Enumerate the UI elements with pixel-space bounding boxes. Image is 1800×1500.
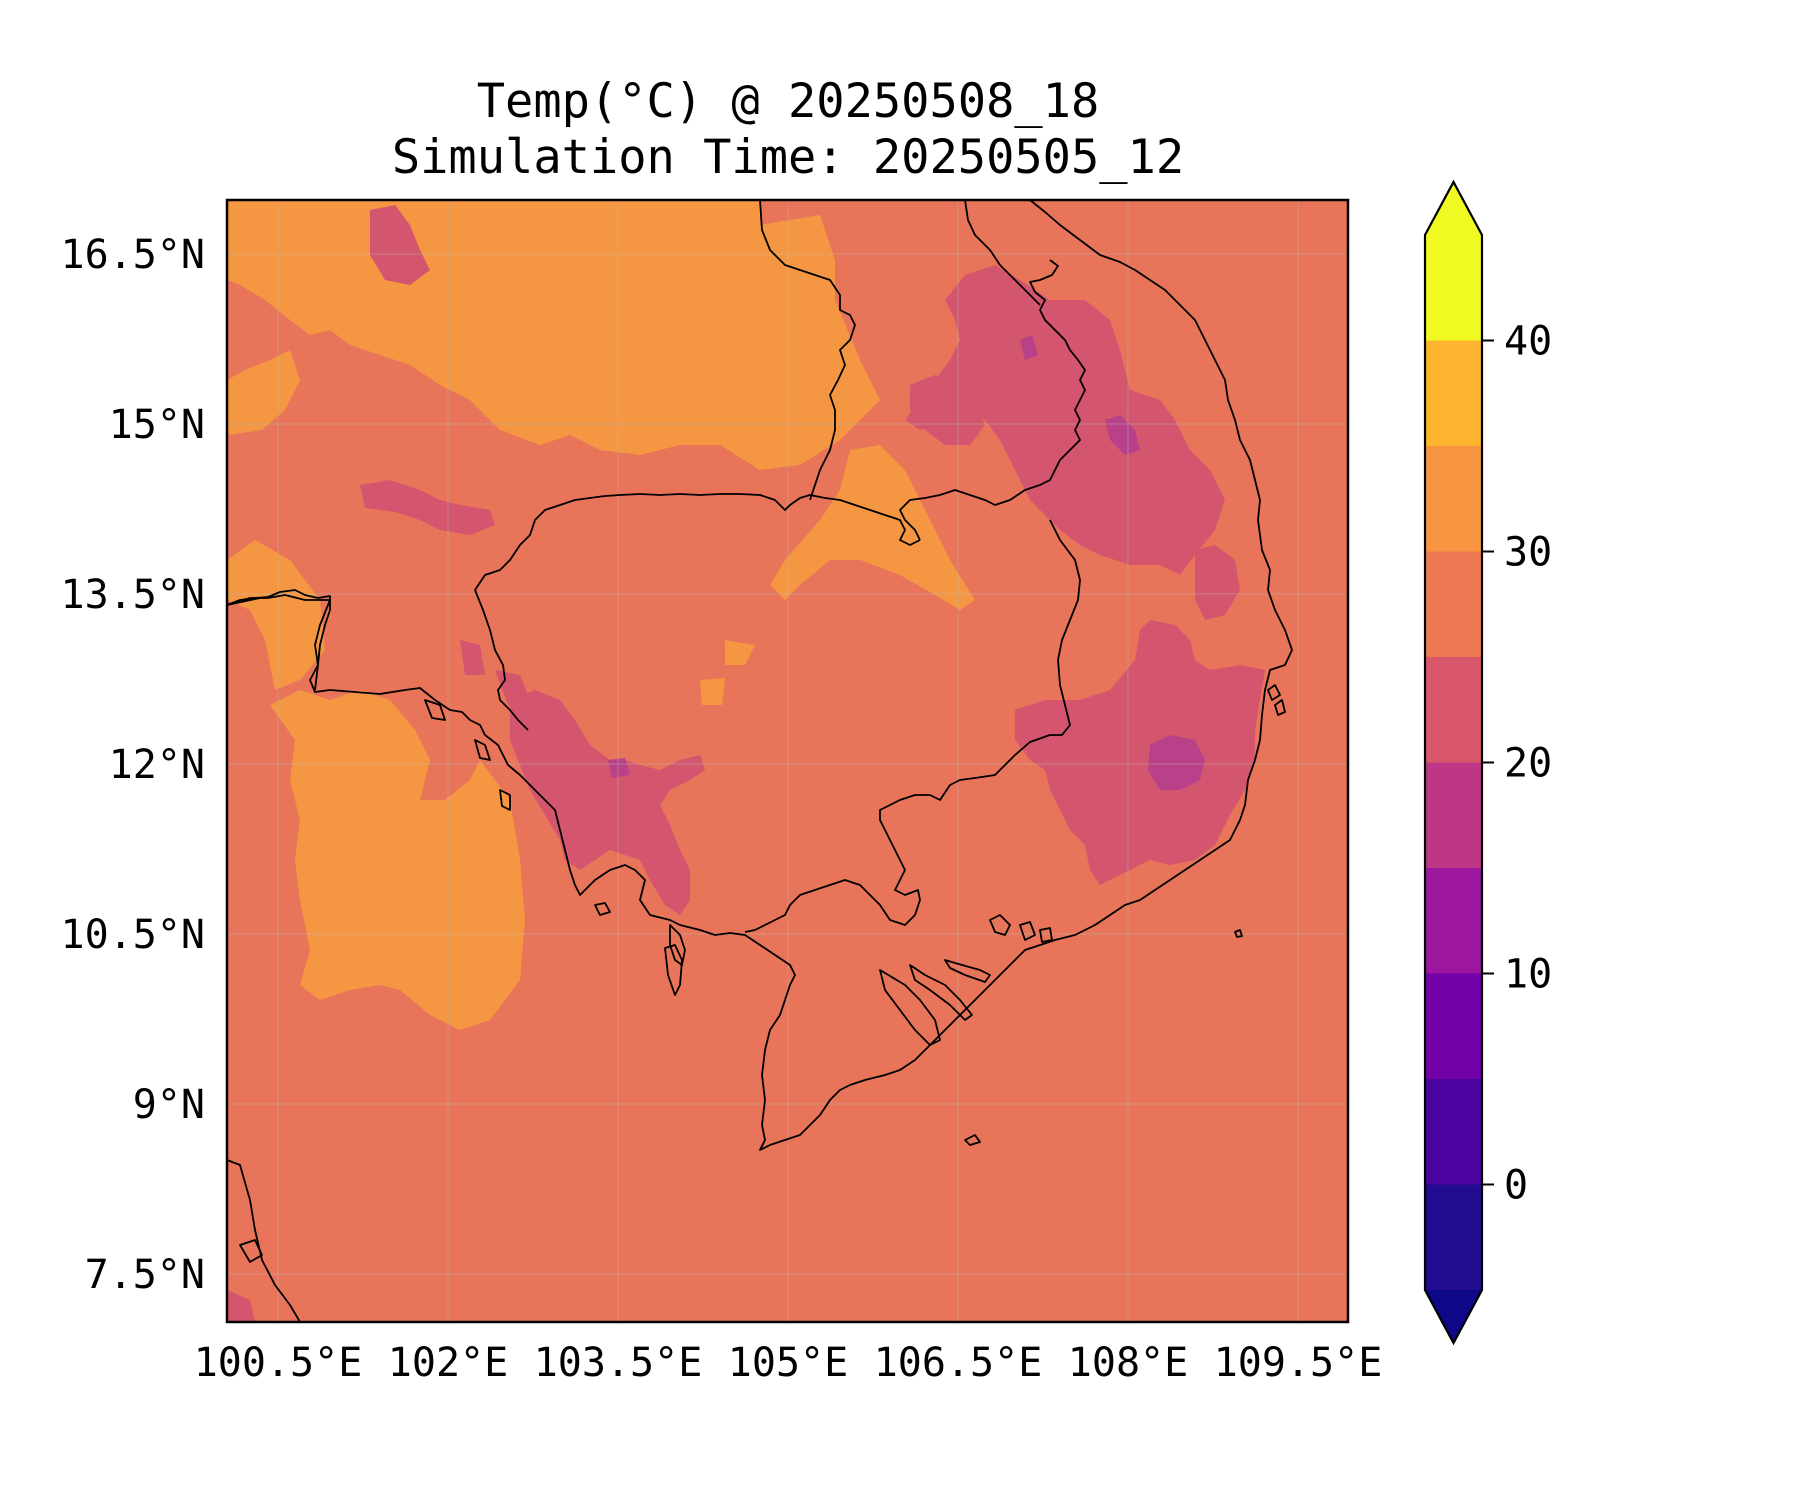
border-laos-vietnam: [964, 200, 1041, 306]
y-tick-label: 13.5°N: [61, 572, 206, 618]
colorbar-segment: [1425, 446, 1482, 552]
warm-patch-cambodia-small: [725, 640, 755, 665]
warm-region-west-gulf-coast: [227, 540, 325, 690]
y-tick-label: 10.5°N: [61, 912, 206, 958]
colorbar-segment: [1425, 868, 1482, 974]
colorbar-segment: [1425, 1184, 1482, 1290]
x-axis-tick-labels: 100.5°E 102°E 103.5°E 105°E 106.5°E 108°E 109.…: [194, 1340, 1383, 1386]
colorbar-tick-label: 40: [1504, 319, 1552, 365]
colorbar-extend-min-triangle: [1425, 1290, 1482, 1343]
warm-patch-cambodia-small-2: [700, 678, 725, 705]
colorbar-segment: [1425, 762, 1482, 868]
cold-patch-cardamom: [608, 758, 630, 778]
cool-region-central-highlands: [1015, 620, 1265, 885]
gridlines: [227, 200, 1348, 1322]
colorbar-segment: [1425, 551, 1482, 657]
y-tick-label: 15°N: [109, 402, 205, 448]
border-cambodia-east: [899, 259, 1086, 541]
cold-patch-north: [1020, 335, 1038, 360]
colorbar-segment: [1425, 973, 1482, 1079]
coastline-cambodia: [679, 200, 1293, 1151]
colorbar-tick-label: 20: [1504, 741, 1552, 787]
island-con-dao: [964, 1134, 981, 1146]
border-cambodia-south: [744, 519, 1081, 933]
x-tick-label: 109.5°E: [1214, 1340, 1383, 1386]
border-thailand-cambodia-west: [474, 589, 529, 731]
x-tick-label: 102°E: [388, 1340, 508, 1386]
x-tick-label: 103.5°E: [534, 1340, 703, 1386]
cold-patch-laos: [1105, 415, 1140, 455]
cool-patch-south-west-2: [495, 670, 530, 705]
title-line-1: Temp(°C) @ 20250508_18: [477, 74, 1100, 129]
cool-region-cardamom: [510, 690, 705, 915]
islands-southwest: [239, 1239, 263, 1263]
cool-patch-northwest: [370, 205, 430, 285]
mekong-delta-islands: [879, 959, 991, 1046]
y-tick-label: 16.5°N: [61, 232, 206, 278]
cool-region-laos-west: [910, 375, 985, 445]
islands-east: [989, 914, 1053, 943]
cool-patch-southwest-tip: [227, 1290, 255, 1322]
islands-vietnam-coast: [1267, 684, 1286, 716]
warm-region-gulf-of-thailand: [270, 690, 525, 1030]
colorbar-segment: [1425, 340, 1482, 446]
coastline-malaysia: [227, 1159, 301, 1322]
x-tick-label: 105°E: [728, 1340, 848, 1386]
warm-patch-central-north: [770, 445, 975, 610]
x-tick-label: 106.5°E: [874, 1340, 1043, 1386]
colorbar-segment: [1425, 235, 1482, 341]
colorbar-tick-label: 0: [1504, 1163, 1528, 1209]
island-phu-quoc: [664, 944, 683, 996]
x-tick-label: 108°E: [1068, 1340, 1188, 1386]
border-cambodia-north: [474, 493, 921, 591]
y-tick-label: 7.5°N: [85, 1252, 205, 1298]
cool-patch-south-west-1: [460, 640, 485, 675]
warm-region-west: [227, 350, 300, 435]
cold-patch-highlands: [1148, 735, 1205, 790]
colorbar-tick-label: 10: [1504, 952, 1552, 998]
map-panel: [227, 200, 1348, 1322]
colorbar: 40 30 20 10 0: [1423, 179, 1552, 1346]
colorbar-segment: [1425, 657, 1482, 763]
cool-region-laos-central: [905, 265, 1225, 575]
y-tick-label: 9°N: [133, 1082, 205, 1128]
border-west-segment: [227, 597, 261, 606]
island-offshore-east: [1234, 929, 1243, 938]
gulf-islands: [424, 699, 511, 811]
colorbar-outline: [1423, 179, 1484, 1346]
coastlines-and-borders: [227, 200, 1293, 1322]
title-line-2: Simulation Time: 20250505_12: [392, 130, 1184, 185]
x-tick-label: 100.5°E: [194, 1340, 363, 1386]
cool-patch-lake: [360, 480, 495, 535]
y-tick-label: 12°N: [109, 742, 205, 788]
colorbar-segment: [1425, 1079, 1482, 1185]
colorbar-extend-max-triangle: [1425, 182, 1482, 235]
map-frame: [225, 198, 1350, 1324]
coastline-thailand-west: [227, 594, 681, 926]
colorbar-tick-label: 30: [1504, 530, 1552, 576]
cool-patch-vietnam-coast: [1195, 545, 1240, 620]
island-koh-samui: [594, 902, 611, 916]
border-thailand-laos: [759, 200, 856, 501]
y-axis-tick-labels: 16.5°N 15°N 13.5°N 12°N 10.5°N 9°N 7.5°N: [61, 232, 206, 1298]
